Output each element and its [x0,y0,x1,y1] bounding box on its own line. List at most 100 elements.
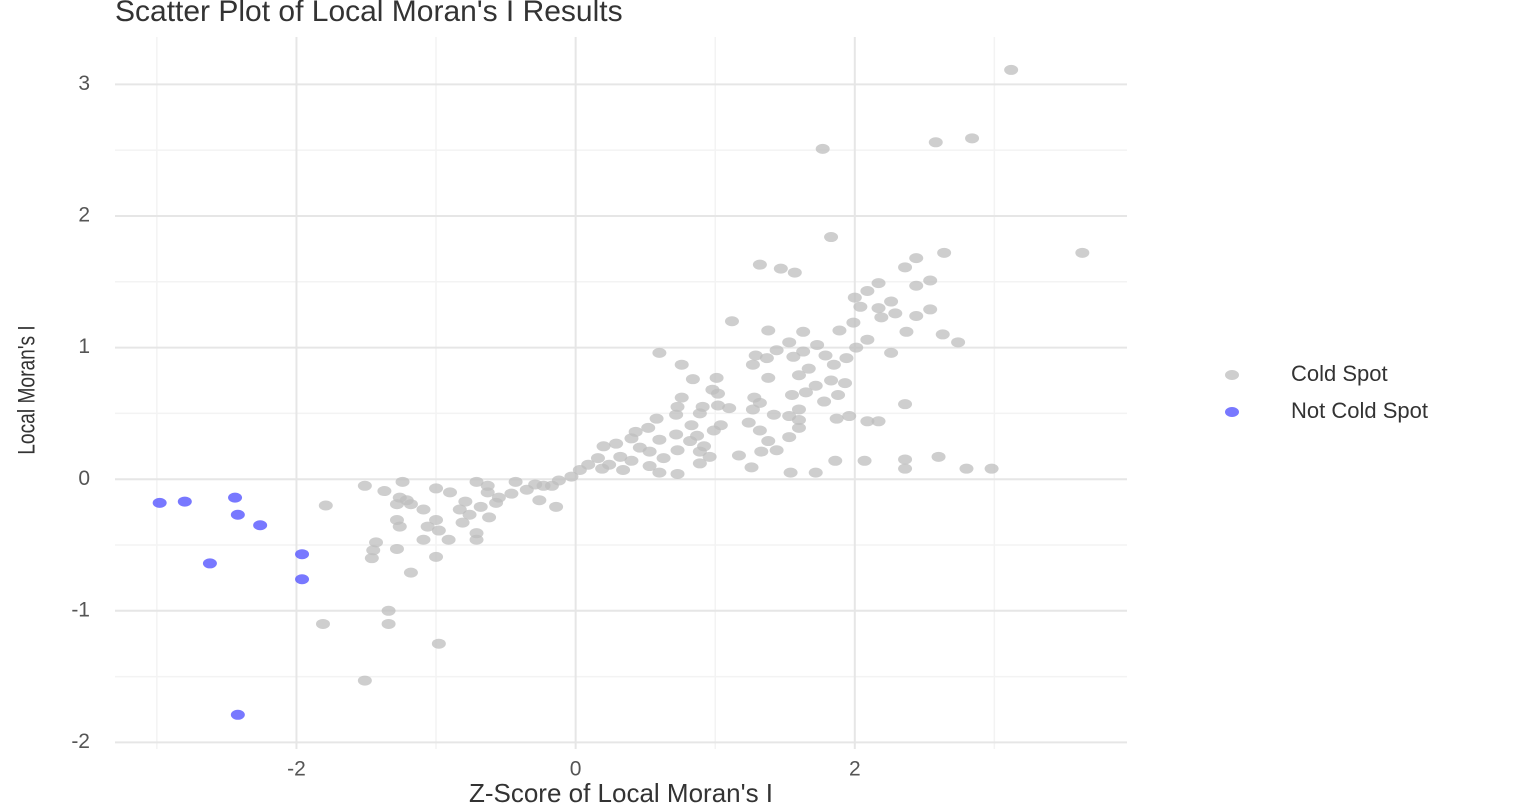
point [613,451,628,462]
point [295,549,310,560]
point [761,436,776,447]
point [810,339,825,350]
point [431,525,446,536]
point [745,359,760,370]
point [403,567,418,578]
point [898,454,913,465]
point [532,495,547,506]
point [392,521,407,532]
point [951,337,966,348]
point [642,446,657,457]
y-tick-label: 2 [78,204,90,227]
point [1075,247,1090,258]
y-tick-label: 1 [78,335,90,358]
point [590,453,605,464]
point [787,267,802,278]
point [791,370,806,381]
point [888,308,903,319]
point [230,709,245,720]
point [389,499,404,510]
point [711,400,726,411]
point [842,411,857,422]
point [898,463,913,474]
point [782,337,797,348]
x-tick-label: 0 [570,758,582,781]
point [652,434,667,445]
point [377,486,392,497]
point [564,471,579,482]
point [783,467,798,478]
point [431,638,446,649]
point [624,433,639,444]
point [909,311,924,322]
point [752,425,767,436]
point [670,401,685,412]
point [899,326,914,337]
point [366,545,381,556]
point [853,301,868,312]
point [839,353,854,364]
point [357,675,372,686]
point [761,372,776,383]
point [202,558,217,569]
point [791,404,806,415]
point [832,325,847,336]
point [469,476,484,487]
point [318,500,333,511]
legend-marker [1225,370,1239,380]
point [702,451,717,462]
point [817,396,832,407]
point [773,263,788,274]
point [846,317,861,328]
point [871,416,886,427]
point [482,512,497,523]
point [898,399,913,410]
point [741,417,756,428]
point [357,480,372,491]
point [685,374,700,385]
point [480,480,495,491]
point [752,259,767,270]
point [508,476,523,487]
point [416,504,431,515]
point [381,605,396,616]
point [759,353,774,364]
point [744,462,759,473]
point [652,347,667,358]
point [786,351,801,362]
point [381,618,396,629]
point [826,359,841,370]
point [857,455,872,466]
point [871,278,886,289]
point [923,275,938,286]
point [849,342,864,353]
point [965,133,980,144]
point [831,389,846,400]
point [452,504,467,515]
point [984,463,999,474]
point [389,543,404,554]
point [722,403,737,414]
point [838,378,853,389]
point [674,392,689,403]
point [441,534,456,545]
point [595,463,610,474]
point [884,296,899,307]
x-tick-label: -2 [287,758,306,781]
point [860,334,875,345]
point [731,450,746,461]
point [706,425,721,436]
point [761,325,776,336]
point [489,497,504,508]
point [519,484,534,495]
point [782,432,797,443]
point [429,483,444,494]
point [935,329,950,340]
point [670,445,685,456]
point [884,347,899,358]
point [828,455,843,466]
point [808,380,823,391]
point [429,551,444,562]
point [928,137,943,148]
point [416,534,431,545]
